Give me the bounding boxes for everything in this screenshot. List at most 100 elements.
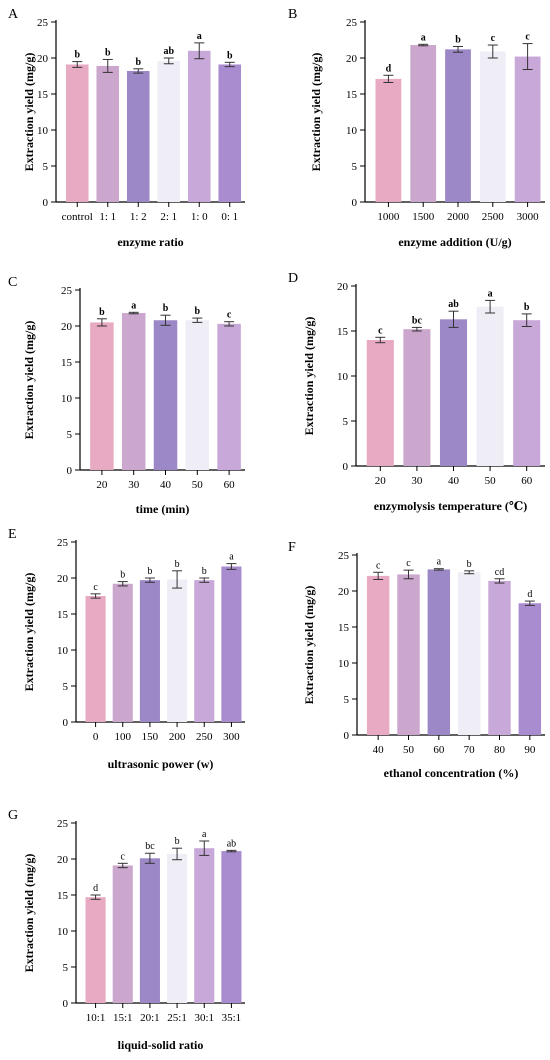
bar (513, 320, 541, 466)
x-tick-label: 2500 (482, 211, 505, 223)
bar (96, 65, 120, 202)
bar (375, 78, 402, 202)
x-axis-label: time (min) (136, 502, 190, 516)
y-tick-label: 10 (57, 645, 69, 657)
panel-label: A (8, 7, 19, 22)
bar (403, 329, 431, 466)
bar (439, 319, 468, 466)
x-tick-label: 300 (223, 731, 240, 743)
y-tick-label: 20 (37, 53, 49, 65)
significance-letter: b (99, 307, 105, 318)
significance-letter: c (376, 560, 381, 571)
x-tick-label: 100 (115, 731, 132, 743)
significance-letter: ab (163, 46, 174, 57)
bar (85, 897, 106, 1003)
bar (476, 306, 504, 466)
x-axis-label: enzymolysis temperature (℃) (374, 499, 527, 513)
bar (366, 575, 390, 735)
y-tick-label: 15 (337, 326, 349, 338)
y-tick-label: 10 (337, 371, 349, 383)
bar (65, 64, 89, 202)
bar (194, 580, 215, 722)
y-tick-label: 0 (43, 197, 49, 209)
significance-letter: b (163, 303, 169, 314)
x-tick-label: 150 (142, 731, 159, 743)
y-tick-label: 5 (67, 429, 73, 441)
y-tick-label: 25 (37, 17, 49, 29)
significance-letter: b (195, 306, 201, 317)
y-tick-label: 15 (57, 609, 69, 621)
x-tick-label: 40 (160, 479, 172, 491)
y-tick-label: 5 (63, 962, 69, 974)
significance-letter: ab (448, 299, 459, 310)
bar (457, 572, 481, 735)
chart-panel-a: A Extraction yield (mg/g) 0 5 10 15 20 25 b contr… (8, 7, 245, 249)
y-tick-label: 0 (343, 461, 349, 473)
x-tick-label: 25:1 (167, 1012, 187, 1024)
bar (167, 579, 188, 722)
panel-label: G (8, 808, 18, 823)
x-tick-label: 10:1 (86, 1012, 106, 1024)
y-tick-label: 25 (338, 550, 350, 562)
significance-letter: c (93, 582, 98, 593)
bar (479, 51, 506, 202)
x-tick-label: 200 (169, 731, 186, 743)
x-axis-label: enzyme addition (U/g) (398, 235, 511, 249)
bar (218, 64, 242, 202)
y-tick-label: 25 (61, 285, 73, 297)
x-tick-label: 50 (485, 475, 497, 487)
y-tick-label: 15 (338, 622, 350, 634)
bar (157, 60, 181, 202)
bar (167, 853, 188, 1003)
x-tick-label: 0: 1 (221, 211, 238, 223)
chart-panel-f: F Extraction yield (mg/g) 0 5 10 15 20 25 c 40 c 50… (288, 540, 545, 780)
x-tick-label: 20:1 (140, 1012, 160, 1024)
significance-letter: d (386, 63, 392, 74)
x-tick-label: 1: 0 (191, 211, 208, 223)
significance-letter: c (378, 325, 383, 336)
significance-letter: c (406, 558, 411, 569)
significance-letter: b (120, 570, 125, 581)
bar (90, 322, 114, 470)
y-tick-label: 5 (43, 161, 49, 173)
bar (121, 313, 146, 470)
bar (488, 580, 511, 735)
y-axis-label: Extraction yield (mg/g) (302, 586, 316, 705)
bar (221, 851, 242, 1003)
chart-panel-e: E Extraction yield (mg/g) 0 5 10 15 20 25 c 0 b 100… (8, 527, 245, 771)
x-tick-label: 30 (411, 475, 423, 487)
x-tick-label: 90 (524, 744, 536, 756)
x-tick-label: 0 (93, 731, 99, 743)
bar (126, 70, 150, 203)
significance-letter: b (135, 57, 141, 68)
y-tick-label: 20 (57, 854, 69, 866)
y-tick-label: 25 (57, 818, 69, 830)
significance-letter: c (121, 851, 126, 862)
panel-label: C (8, 275, 17, 290)
x-tick-label: 15:1 (113, 1012, 133, 1024)
x-axis-label: ethanol concentration (%) (384, 766, 519, 780)
y-tick-label: 15 (37, 89, 49, 101)
y-tick-label: 5 (344, 694, 350, 706)
y-tick-label: 10 (57, 926, 69, 938)
y-tick-label: 15 (346, 89, 358, 101)
significance-letter: d (93, 883, 98, 894)
x-tick-label: 80 (494, 744, 506, 756)
significance-letter: b (74, 50, 80, 61)
bar (187, 50, 211, 202)
bar (221, 566, 242, 722)
chart-panel-b: B Extraction yield (mg/g) 0 5 10 15 20 25 d 1000 a… (288, 7, 545, 249)
y-tick-label: 5 (352, 161, 358, 173)
chart-panel-c: C Extraction yield (mg/g) 0 5 10 15 20 25 b 20 a 30… (8, 275, 245, 516)
x-tick-label: control (62, 211, 93, 223)
y-axis-label: Extraction yield (mg/g) (22, 854, 36, 973)
x-axis-label: enzyme ratio (117, 235, 183, 249)
x-tick-label: 70 (464, 744, 476, 756)
y-axis-label: Extraction yield (mg/g) (22, 321, 36, 440)
y-axis-label: Extraction yield (mg/g) (309, 53, 323, 172)
x-tick-label: 250 (196, 731, 213, 743)
significance-letter: b (455, 34, 461, 45)
bar (139, 580, 160, 722)
